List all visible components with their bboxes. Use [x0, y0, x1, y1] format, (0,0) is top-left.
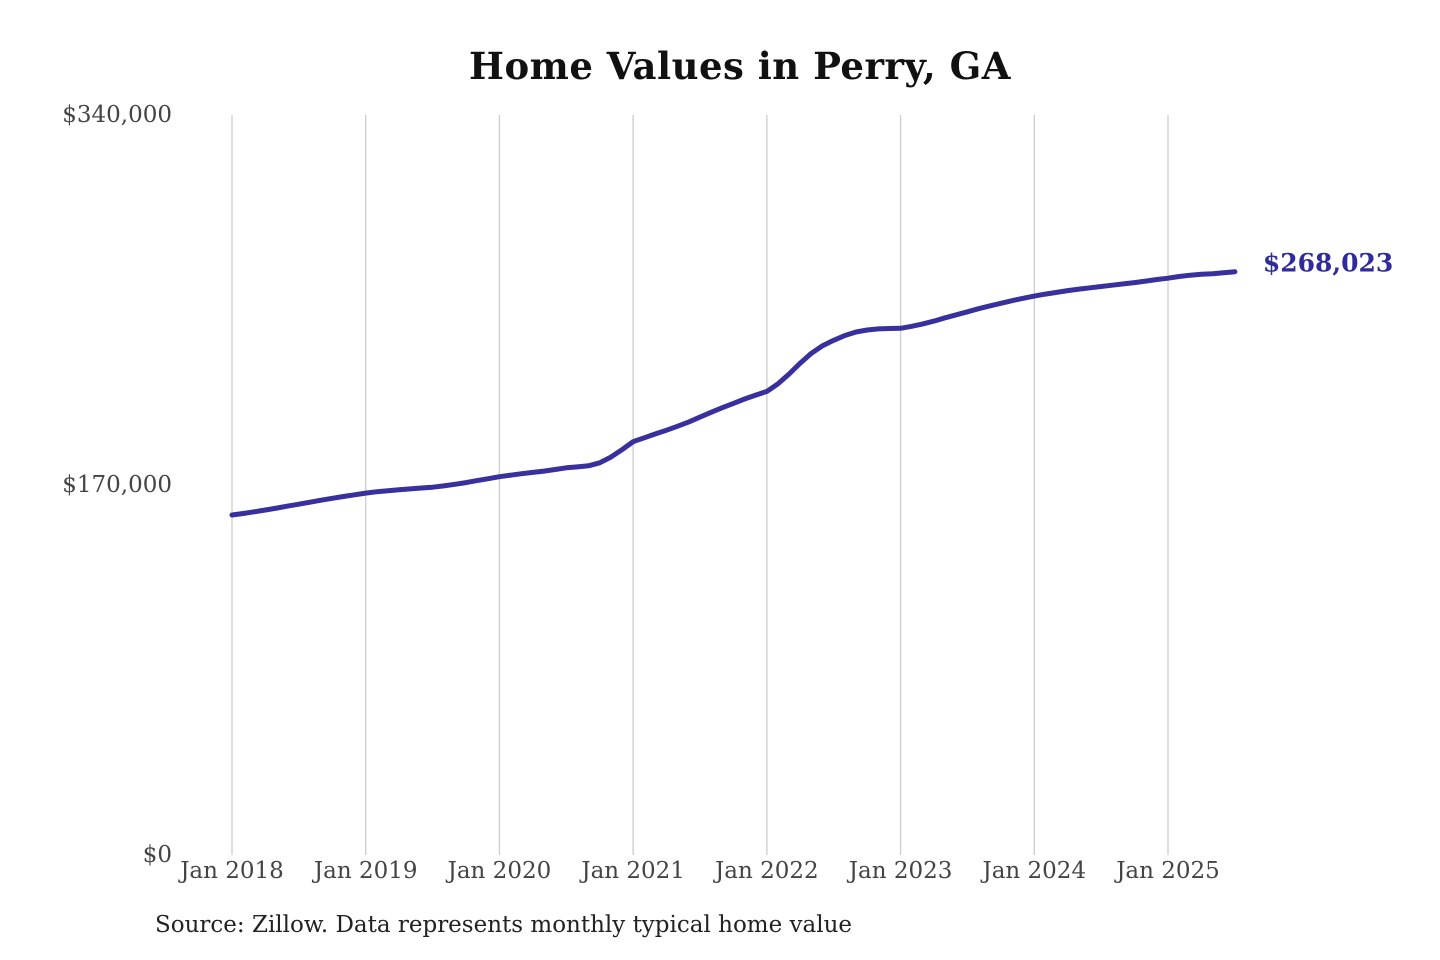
x-axis-tick-label: Jan 2021 [581, 858, 685, 884]
y-axis-tick-label: $170,000 [62, 472, 172, 498]
x-axis-tick-label: Jan 2019 [313, 858, 418, 884]
x-axis-tick-label: Jan 2018 [180, 858, 284, 884]
y-axis-tick-label: $340,000 [62, 102, 172, 128]
x-axis-tick-label: Jan 2023 [848, 858, 953, 884]
x-axis-tick-label: Jan 2020 [447, 858, 552, 884]
x-axis-tick-label: Jan 2022 [715, 858, 819, 884]
y-axis-tick-label: $0 [142, 842, 172, 868]
chart-title: Home Values in Perry, GA [469, 44, 1011, 88]
home-value-line [229, 269, 1238, 518]
end-value-label: $268,023 [1262, 248, 1394, 278]
x-axis-tick-label: Jan 2025 [1116, 858, 1220, 884]
x-axis-tick-label: Jan 2024 [982, 858, 1087, 884]
source-note: Source: Zillow. Data represents monthly … [155, 912, 853, 938]
